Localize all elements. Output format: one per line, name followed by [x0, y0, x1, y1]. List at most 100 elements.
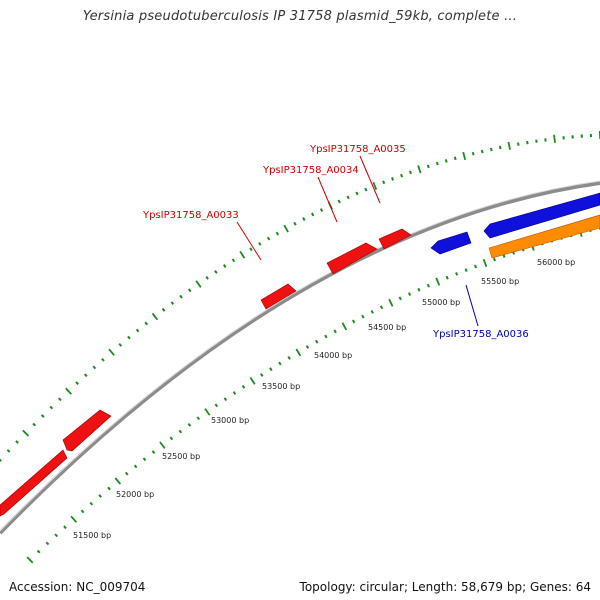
minor-tick [278, 361, 282, 366]
major-tick [388, 298, 394, 307]
minor-tick [32, 422, 37, 427]
minor-tick [266, 236, 271, 241]
forward-gene-track [0, 228, 412, 517]
minor-tick [142, 457, 147, 462]
minor-tick [498, 145, 502, 150]
gene-arrow-a0033[interactable] [260, 283, 297, 310]
minor-tick [352, 319, 356, 324]
topology-summary: Topology: circular; Length: 58,679 bp; G… [299, 580, 591, 594]
minor-tick [40, 414, 45, 418]
major-tick [553, 134, 556, 143]
scale-labels: 51500 bp 52000 bp 52500 bp 53000 bp 5350… [73, 258, 575, 540]
scale-label-54500: 54500 bp [368, 323, 406, 332]
minor-tick [118, 342, 123, 347]
backbone-highlight [0, 180, 600, 532]
minor-tick [0, 458, 2, 462]
minor-tick [196, 416, 201, 421]
minor-tick [260, 373, 264, 377]
gene-label-a0033[interactable]: YpsIP31758_A0033 [142, 210, 239, 221]
minor-tick [169, 436, 174, 441]
minor-tick [379, 305, 384, 310]
minor-tick [89, 501, 94, 506]
minor-tick [170, 301, 175, 306]
minor-tick [417, 287, 421, 292]
minor-tick [241, 384, 246, 389]
minor-tick [337, 199, 341, 204]
callout-line-a0034 [317, 176, 338, 223]
minor-tick [36, 549, 41, 554]
minor-tick [346, 195, 350, 200]
minor-tick [258, 242, 262, 246]
major-tick [70, 515, 78, 523]
gene-arrow-a0036[interactable] [430, 231, 472, 255]
scale-label-53500: 53500 bp [262, 382, 300, 391]
gene-callouts [236, 155, 479, 327]
minor-tick [364, 187, 368, 192]
minor-tick [311, 212, 315, 217]
major-tick [249, 377, 256, 385]
minor-tick [275, 231, 280, 236]
minor-tick [435, 161, 439, 166]
minor-tick [453, 156, 457, 161]
minor-tick [407, 292, 412, 296]
outer-tick-ring [0, 130, 600, 462]
major-tick [114, 477, 122, 485]
minor-tick [305, 345, 310, 349]
minor-tick [187, 423, 192, 427]
gene-label-a0034[interactable]: YpsIP31758_A0034 [262, 165, 359, 176]
accession-text: Accession: NC_009704 [9, 580, 146, 594]
major-tick [435, 277, 441, 286]
gene-arrow-a0035[interactable] [378, 228, 412, 250]
minor-tick [133, 464, 138, 469]
gene-arrow-forward[interactable] [0, 449, 68, 517]
minor-tick [502, 254, 506, 258]
major-tick [295, 348, 302, 357]
major-tick [108, 348, 115, 356]
minor-tick [49, 405, 54, 410]
minor-tick [58, 397, 62, 402]
minor-tick [287, 355, 291, 360]
scale-label-51500: 51500 bp [73, 531, 111, 540]
minor-tick [223, 397, 228, 402]
major-tick [372, 181, 378, 190]
minor-tick [54, 533, 59, 538]
gene-arrow-a0034[interactable] [326, 242, 378, 275]
minor-tick [361, 314, 365, 319]
minor-tick [135, 328, 140, 333]
minor-tick [471, 151, 475, 156]
minor-tick [178, 429, 183, 434]
minor-tick [489, 147, 493, 152]
minor-tick [398, 296, 402, 301]
minor-tick [455, 272, 459, 276]
plasmid-backbone [0, 181, 600, 535]
minor-tick [408, 170, 412, 175]
gene-arrow-forward[interactable] [62, 409, 112, 452]
minor-tick [232, 391, 237, 395]
minor-tick [445, 275, 449, 280]
minor-tick [544, 138, 547, 142]
minor-tick [205, 276, 209, 280]
gene-arrow-reverse[interactable] [483, 192, 600, 239]
minor-tick [151, 450, 156, 455]
minor-tick [426, 283, 430, 288]
gene-label-a0036[interactable]: YpsIP31758_A0036 [432, 329, 529, 340]
major-tick [195, 280, 202, 288]
orange-feature-track[interactable] [488, 214, 600, 259]
callout-line-a0036 [465, 284, 479, 327]
minor-tick [473, 264, 478, 269]
gene-label-a0035[interactable]: YpsIP31758_A0035 [309, 144, 406, 155]
major-tick [283, 224, 289, 233]
major-tick [417, 165, 422, 174]
scale-label-52500: 52500 bp [162, 452, 200, 461]
minor-tick [400, 173, 404, 178]
minor-tick [107, 486, 111, 491]
minor-tick [15, 440, 19, 444]
minor-tick [333, 329, 337, 334]
minor-tick [464, 268, 468, 272]
minor-tick [83, 373, 88, 378]
minor-tick [444, 159, 448, 163]
major-tick [65, 387, 72, 395]
minor-tick [517, 142, 520, 146]
major-tick [151, 312, 159, 321]
minor-tick [293, 221, 297, 226]
